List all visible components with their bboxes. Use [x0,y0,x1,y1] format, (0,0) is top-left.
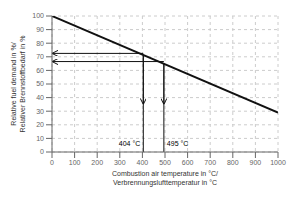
svg-text:200: 200 [91,159,103,166]
svg-text:100: 100 [69,159,81,166]
svg-text:100: 100 [32,12,44,19]
svg-text:800: 800 [227,159,239,166]
svg-text:300: 300 [114,159,126,166]
svg-text:90: 90 [36,26,44,33]
svg-text:400: 400 [137,159,149,166]
svg-text:20: 20 [36,121,44,128]
svg-text:60: 60 [36,67,44,74]
svg-text:40: 40 [36,94,44,101]
svg-text:80: 80 [36,40,44,47]
svg-text:0: 0 [40,148,44,155]
svg-text:50: 50 [36,80,44,87]
svg-text:495 °C: 495 °C [167,140,188,147]
svg-text:900: 900 [250,159,262,166]
svg-text:Relative fuel demand in %/Rela: Relative fuel demand in %/Relativer Bren… [10,36,26,133]
svg-text:1000: 1000 [270,159,286,166]
svg-text:700: 700 [204,159,216,166]
svg-text:70: 70 [36,53,44,60]
svg-text:0: 0 [50,159,54,166]
svg-text:600: 600 [182,159,194,166]
svg-text:500: 500 [159,159,171,166]
svg-text:30: 30 [36,108,44,115]
svg-text:404 °C: 404 °C [119,140,140,147]
svg-text:10: 10 [36,135,44,142]
svg-text:Combustion air temperature in: Combustion air temperature in °C/Verbren… [112,170,218,187]
